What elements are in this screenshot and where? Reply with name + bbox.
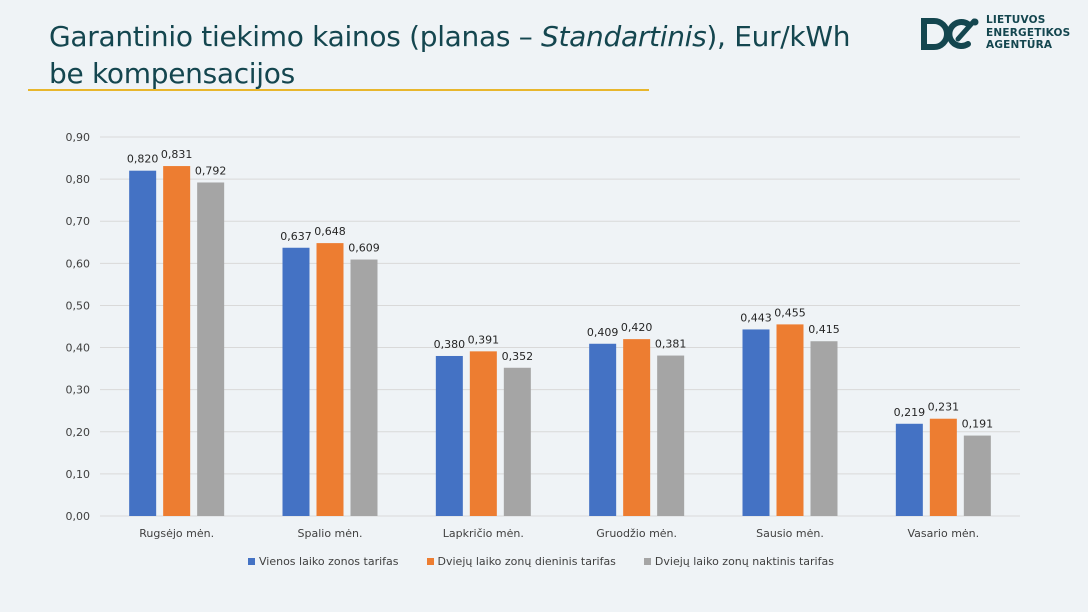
- x-category-label: Spalio mėn.: [298, 527, 363, 540]
- bar: [963, 435, 991, 516]
- y-tick-label: 0,80: [66, 173, 91, 186]
- legend-item-series-1: Vienos laiko zonos tarifas: [248, 553, 399, 569]
- legend-label-series-3: Dviejų laiko zonų naktinis tarifas: [654, 554, 834, 568]
- title-text-italic: Standartinis: [541, 20, 707, 53]
- data-label: 0,409: [587, 326, 619, 339]
- legend-swatch-series-3: [643, 557, 651, 565]
- y-tick-label: 0,70: [66, 215, 91, 228]
- logo-mark-icon: [921, 18, 979, 50]
- y-tick-label: 0,50: [66, 299, 91, 312]
- legend-label-series-2: Dviejų laiko zonų dieninis tarifas: [437, 554, 616, 568]
- bar: [350, 259, 378, 516]
- logo-line-2: ENERGETIKOS: [986, 26, 1071, 39]
- y-tick-label: 0,00: [66, 510, 91, 523]
- bar: [129, 170, 157, 516]
- y-tick-label: 0,40: [66, 342, 91, 355]
- x-category-label: Sausio mėn.: [756, 527, 824, 540]
- bar: [435, 355, 463, 516]
- x-category-label: Rugsėjo mėn.: [139, 527, 214, 540]
- data-label: 0,352: [502, 350, 534, 363]
- title-text-part1: Garantinio tiekimo kainos (planas –: [49, 20, 542, 53]
- data-label: 0,831: [161, 148, 193, 161]
- y-tick-label: 0,10: [66, 468, 91, 481]
- data-label: 0,415: [808, 323, 840, 336]
- data-label: 0,191: [962, 418, 994, 431]
- bar: [895, 423, 923, 516]
- y-tick-label: 0,30: [66, 384, 91, 397]
- x-category-label: Vasario mėn.: [908, 527, 980, 540]
- bar: [929, 418, 957, 516]
- data-label: 0,637: [280, 230, 312, 243]
- data-label: 0,380: [434, 338, 466, 351]
- legend-swatch-series-1: [248, 557, 255, 565]
- bar: [657, 355, 685, 516]
- bar: [623, 339, 651, 516]
- data-label: 0,231: [928, 401, 960, 414]
- bar: [316, 243, 344, 516]
- bar: [282, 247, 310, 516]
- legend-item-series-3: Dviejų laiko zonų naktinis tarifas: [643, 553, 834, 569]
- chart-legend: Vienos laiko zonos tarifas Dviejų laiko …: [248, 553, 834, 569]
- data-label: 0,391: [468, 333, 500, 346]
- bar: [163, 166, 191, 516]
- data-label: 0,420: [621, 321, 653, 334]
- bar: [589, 343, 617, 516]
- y-tick-label: 0,60: [66, 257, 91, 270]
- title-underline: [28, 89, 649, 91]
- data-label: 0,792: [195, 164, 227, 177]
- data-label: 0,219: [894, 406, 926, 419]
- y-tick-label: 0,90: [66, 131, 91, 144]
- data-label: 0,443: [740, 311, 772, 324]
- bar: [197, 182, 225, 517]
- data-label: 0,455: [774, 306, 806, 319]
- data-label: 0,381: [655, 338, 687, 351]
- x-category-label: Lapkričio mėn.: [443, 527, 524, 540]
- bar: [742, 329, 770, 516]
- data-label: 0,648: [314, 225, 346, 238]
- data-label: 0,820: [127, 153, 159, 166]
- bar: [776, 324, 804, 516]
- logo-text: LIETUVOS ENERGETIKOS AGENTŪRA: [986, 14, 1070, 52]
- page-title: Garantinio tiekimo kainos (planas – Stan…: [49, 18, 889, 92]
- data-label: 0,609: [348, 242, 380, 255]
- logo-line-3: AGENTŪRA: [986, 39, 1053, 51]
- bar: [810, 341, 838, 516]
- agency-logo: LIETUVOS ENERGETIKOS AGENTŪRA: [920, 13, 1080, 57]
- legend-label-series-1: Vienos laiko zonos tarifas: [259, 554, 399, 568]
- bar: [469, 351, 497, 516]
- y-tick-label: 0,20: [66, 426, 91, 439]
- x-category-label: Gruodžio mėn.: [596, 527, 677, 540]
- logo-line-1: LIETUVOS: [986, 14, 1046, 26]
- title-text-part2: ), Eur/kWh be kompensacijos: [49, 20, 851, 90]
- legend-swatch-series-2: [426, 557, 434, 565]
- bar: [503, 367, 531, 516]
- legend-item-series-2: Dviejų laiko zonų dieninis tarifas: [426, 553, 616, 569]
